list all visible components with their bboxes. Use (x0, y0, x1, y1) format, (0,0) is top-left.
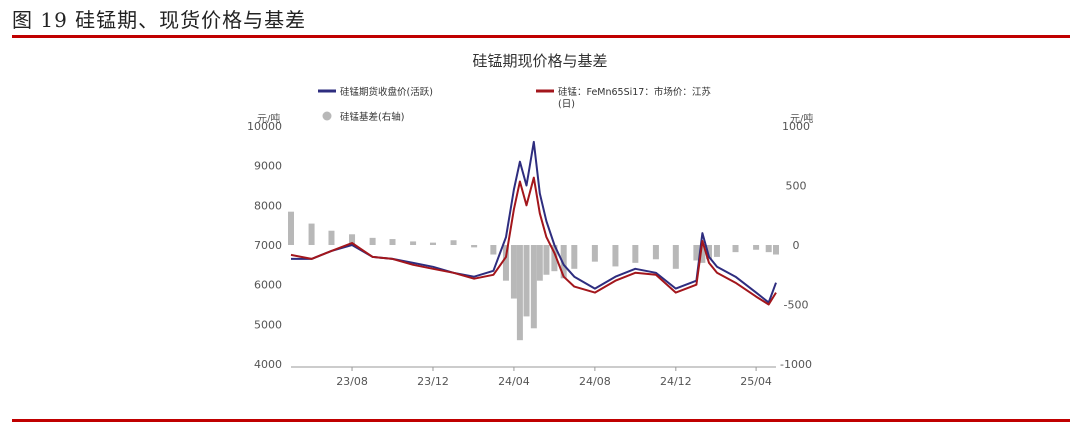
x-tick-label: 25/04 (740, 375, 772, 388)
figure-header: 图 19 硅锰期、现货价格与基差 (12, 8, 307, 32)
y-left-tick-label: 10000 (247, 120, 282, 133)
y-right-tick-label: 0 (793, 239, 800, 252)
basis-bar (632, 245, 639, 263)
y-right-tick-label: -500 (784, 299, 809, 312)
legend-label-spot: 硅锰：FeMn65Si17：市场价：江苏 (558, 86, 711, 98)
legend-label-spot-line2: (日) (558, 99, 575, 110)
basis-bar (543, 245, 550, 275)
y-left-tick-label: 4000 (254, 358, 282, 371)
basis-bar (523, 245, 530, 317)
x-tick-label: 24/04 (498, 375, 530, 388)
basis-bar (328, 230, 335, 245)
legend-label-futures: 硅锰期货收盘价(活跃) (340, 86, 433, 98)
legend-swatch-basis (322, 111, 332, 121)
basis-bar (753, 245, 760, 250)
y-left-tick-label: 7000 (254, 239, 282, 252)
basis-bar (705, 245, 712, 260)
chart-title: 硅锰期现价格与基差 (472, 52, 607, 70)
x-tick-label: 23/12 (417, 375, 449, 388)
basis-bar (308, 223, 315, 245)
bottom-rule (12, 419, 1070, 422)
right-unit-label: 元/吨 (790, 112, 813, 125)
x-tick-label: 23/08 (336, 375, 368, 388)
x-tick-label: 24/08 (579, 375, 611, 388)
basis-bar (288, 211, 294, 245)
basis-bar (536, 245, 543, 281)
basis-bar (591, 245, 598, 262)
basis-bar (612, 245, 619, 267)
y-right-tick-label: -1000 (780, 358, 812, 371)
basis-bar (410, 241, 417, 245)
basis-bar (551, 245, 558, 272)
basis-bar (652, 245, 659, 260)
basis-bar (450, 240, 457, 245)
x-tick-label: 24/12 (660, 375, 692, 388)
basis-bar (389, 239, 396, 245)
basis-bar (490, 245, 497, 255)
basis-bar (672, 245, 679, 269)
basis-bar (571, 245, 578, 269)
basis-bar (429, 242, 436, 245)
basis-bar (693, 245, 700, 261)
legend: 硅锰期货收盘价(活跃) 硅锰：FeMn65Si17：市场价：江苏 (日) 硅锰基… (318, 86, 711, 123)
y-left-tick-label: 5000 (254, 318, 282, 331)
basis-bar (369, 237, 376, 245)
left-unit-label: 元/吨 (257, 112, 280, 125)
y-left-tick-label: 6000 (254, 279, 282, 292)
legend-label-basis: 硅锰基差(右轴) (340, 111, 404, 123)
y-right-tick-label: 1000 (782, 120, 810, 133)
basis-bar (510, 245, 517, 299)
top-rule (12, 35, 1070, 38)
basis-bar (530, 245, 537, 329)
basis-bar (516, 245, 523, 341)
series-line-spot (290, 176, 777, 306)
basis-bar (713, 245, 720, 257)
basis-bar (471, 245, 478, 248)
basis-bar (732, 245, 739, 253)
basis-bar (560, 245, 567, 279)
basis-bar (349, 234, 356, 245)
y-left-tick-label: 9000 (254, 160, 282, 173)
basis-bar (699, 245, 706, 263)
y-right-tick-label: 500 (786, 180, 807, 193)
basis-bar (502, 245, 509, 281)
basis-bar (773, 245, 779, 255)
basis-bar (765, 245, 772, 253)
y-left-tick-label: 8000 (254, 199, 282, 212)
